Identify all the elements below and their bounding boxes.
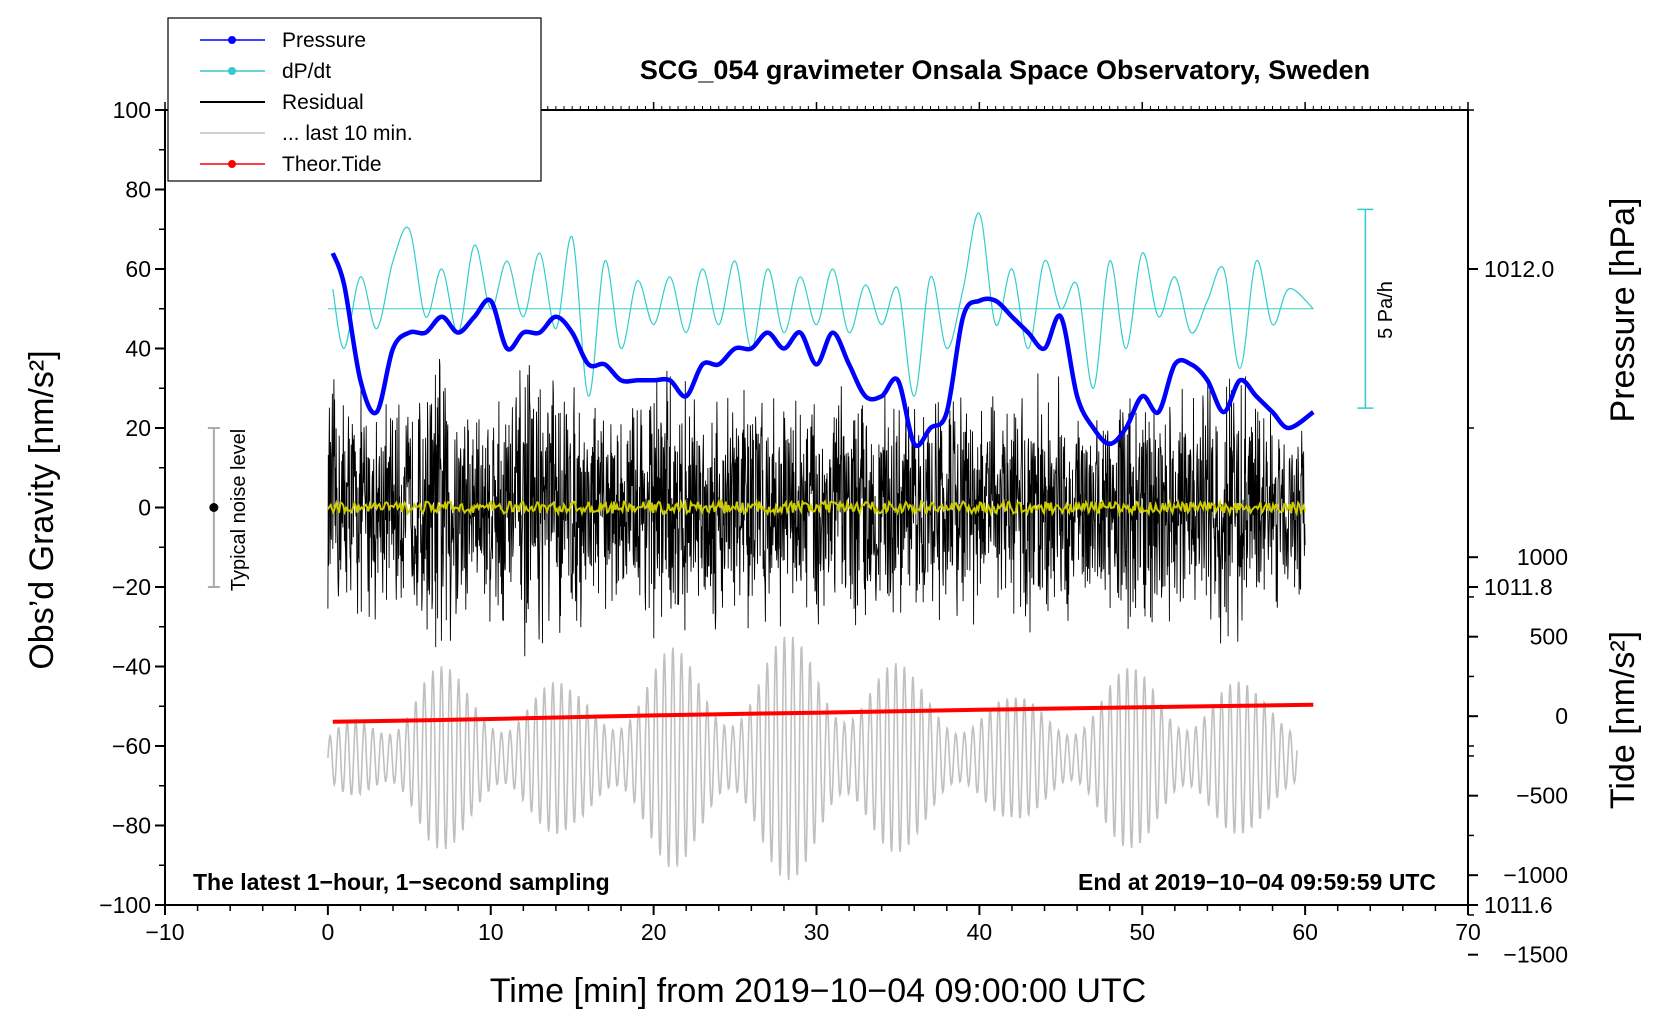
series-residual bbox=[327, 358, 1306, 657]
axes-layer: −10 0 10 20 30 40 50 60 70−100−80−60−40−20020406… bbox=[99, 97, 1568, 968]
tide-tick-label: −500 bbox=[1516, 783, 1568, 809]
y-axis-label-tide: Tide [nm/s²] bbox=[1604, 631, 1642, 809]
legend-box bbox=[167, 17, 542, 182]
sampling-note: The latest 1−hour, 1−second sampling bbox=[193, 869, 610, 895]
pressure-tick-label: 1012.0 bbox=[1484, 256, 1554, 282]
series-pressure bbox=[330, 252, 1315, 448]
legend-marker bbox=[228, 36, 236, 44]
annotation-layer: Typical noise level 5 Pa/h The latest 1−… bbox=[193, 208, 1436, 895]
rate-scale-label: 5 Pa/h bbox=[1375, 281, 1397, 339]
legend-marker bbox=[228, 67, 236, 75]
y-tick-label: 40 bbox=[125, 336, 151, 362]
x-tick-label: 0 bbox=[321, 919, 334, 945]
legend-label: ... last 10 min. bbox=[282, 122, 413, 145]
y-tick-label: 80 bbox=[125, 177, 151, 203]
tide-tick-label: 1000 bbox=[1517, 544, 1568, 570]
y-tick-label: 100 bbox=[113, 97, 151, 123]
noise-center-dot bbox=[209, 503, 219, 512]
y-tick-label: 20 bbox=[125, 415, 151, 441]
y-tick-label: 60 bbox=[125, 256, 151, 282]
series-last-10-min bbox=[327, 636, 1298, 881]
legend-label: Theor.Tide bbox=[282, 153, 382, 176]
x-tick-label: 40 bbox=[967, 919, 993, 945]
legend-marker bbox=[228, 160, 236, 168]
pressure-tick-label: 1011.8 bbox=[1484, 574, 1553, 600]
series-mean bbox=[327, 497, 1307, 518]
tide-tick-label: −1000 bbox=[1503, 862, 1568, 888]
y-tick-label: −80 bbox=[112, 813, 151, 839]
x-axis-label: Time [min] from 2019−10−04 09:00:00 UTC bbox=[490, 972, 1146, 1010]
legend-label: dP/dt bbox=[282, 60, 331, 83]
pressure-tick-label: 1011.6 bbox=[1484, 892, 1553, 918]
tide-tick-label: 0 bbox=[1555, 703, 1568, 729]
noise-level-label: Typical noise level bbox=[228, 429, 250, 591]
x-tick-label: 20 bbox=[641, 919, 667, 945]
y-tick-label: −20 bbox=[112, 574, 151, 600]
x-tick-label: 60 bbox=[1292, 919, 1318, 945]
y-tick-label: 0 bbox=[138, 495, 151, 521]
y-tick-label: −60 bbox=[112, 733, 151, 759]
series-dpdt bbox=[332, 212, 1314, 397]
x-tick-label: 70 bbox=[1455, 919, 1481, 945]
end-time-note: End at 2019−10−04 09:59:59 UTC bbox=[1078, 869, 1436, 895]
legend-label: Residual bbox=[282, 91, 364, 114]
tide-tick-label: 500 bbox=[1530, 624, 1568, 650]
y-tick-label: −40 bbox=[112, 654, 151, 680]
chart-title: SCG_054 gravimeter Onsala Space Observat… bbox=[640, 55, 1370, 85]
y-axis-label-pressure: Pressure [hPa] bbox=[1604, 198, 1642, 423]
y-tick-label: −100 bbox=[99, 892, 151, 918]
legend-label: Pressure bbox=[282, 29, 366, 52]
series-theor-tide bbox=[332, 702, 1314, 724]
legend: Pressure dP/dt Residual ... last 10 min. The… bbox=[167, 17, 542, 182]
x-tick-label: −10 bbox=[145, 919, 184, 945]
series-layer bbox=[327, 212, 1315, 881]
y-axis-label-left: Obs’d Gravity [nm/s²] bbox=[23, 350, 61, 669]
x-tick-label: 10 bbox=[478, 919, 504, 945]
x-tick-label: 50 bbox=[1129, 919, 1155, 945]
x-tick-label: 30 bbox=[804, 919, 830, 945]
tide-tick-label: −1500 bbox=[1503, 942, 1568, 968]
